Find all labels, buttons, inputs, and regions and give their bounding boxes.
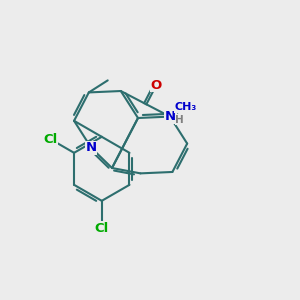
Text: H: H <box>175 115 184 125</box>
Text: Cl: Cl <box>44 133 58 146</box>
Text: N: N <box>86 141 97 154</box>
Text: N: N <box>165 110 176 123</box>
Text: CH₃: CH₃ <box>175 102 197 112</box>
Text: Cl: Cl <box>94 221 109 235</box>
Text: O: O <box>151 79 162 92</box>
